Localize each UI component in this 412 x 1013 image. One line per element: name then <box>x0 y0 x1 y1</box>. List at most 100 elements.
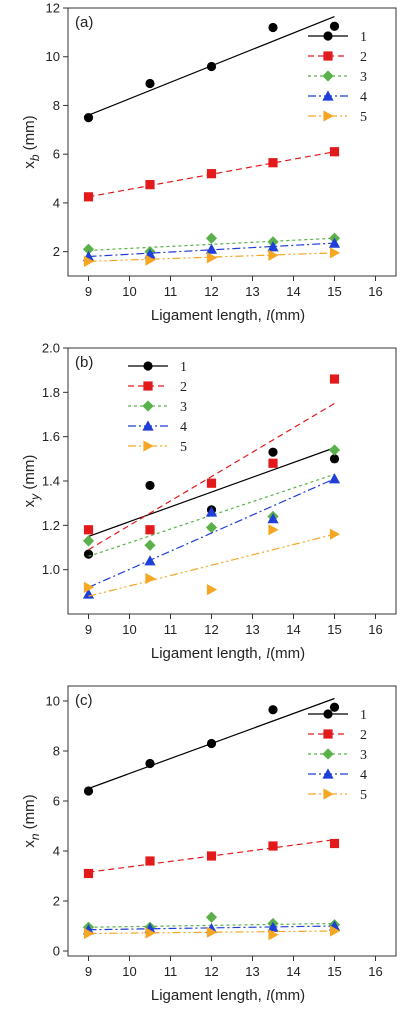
panel-b-series-1-fit-line <box>88 447 335 537</box>
panel-a-series-3-point-0 <box>82 243 95 255</box>
panel-c-series-5-point-3 <box>268 929 279 941</box>
panel-a-series-5-point-0 <box>83 255 95 267</box>
panel-a-ytick-label-1: 4 <box>53 195 60 210</box>
panel-c-series-1-point-4 <box>329 702 340 712</box>
panel-c-series-3-fit-line <box>88 922 335 928</box>
panel-a-series-1-point-3 <box>268 22 278 33</box>
panel-b-ylabel: xy (mm) <box>21 455 42 508</box>
panel-c-legend-label-5: 5 <box>360 788 367 803</box>
panel-c-series-5-point-1 <box>145 927 156 939</box>
panel-b-series-3 <box>82 444 341 557</box>
panel-c-xtick-label-7: 16 <box>368 964 382 979</box>
panel-a-series-2-point-1 <box>145 180 155 190</box>
panel-a-label: (a) <box>75 14 93 31</box>
panel-b-xlabel: Ligament length, l(mm) <box>151 645 305 662</box>
panel-b: 9 10 11 12 13 14 15 161.01.21.41.61.82.0(b)Liga… <box>21 341 397 662</box>
panel-b-series-2-point-3 <box>268 458 278 468</box>
panel-c-series-5 <box>83 925 341 941</box>
panel-c-legend-marker-5 <box>323 788 334 800</box>
panel-c-legend-marker-4 <box>322 768 334 779</box>
panel-c-ylabel: xn (mm) <box>21 794 42 847</box>
panel-a-series-5-point-1 <box>145 254 156 266</box>
panel-b-series-3-point-0 <box>82 535 95 547</box>
panel-a-series-3-fit-line <box>88 237 335 252</box>
panel-a-series-4-point-3 <box>267 241 279 252</box>
panel-a-series-4-point-2 <box>205 243 218 254</box>
panel-b-legend-label-3: 3 <box>180 400 187 415</box>
panel-c-series-5-point-4 <box>329 925 341 937</box>
panel-a-series-2-point-3 <box>268 158 278 168</box>
panel-b-legend-label-1: 1 <box>180 360 187 375</box>
panel-c-ytick-label-3: 6 <box>53 794 60 809</box>
panel-b-ytick-label-5: 2.0 <box>42 341 60 356</box>
panel-b-series-5-point-1 <box>145 572 156 585</box>
panel-b-series-2-point-4 <box>329 374 340 384</box>
panel-c-series-2-point-0 <box>83 868 94 879</box>
panel-a-series-1 <box>83 15 340 123</box>
panel-a-series-5-point-2 <box>206 252 218 264</box>
panel-b-series-4 <box>82 473 341 599</box>
panel-b-legend-marker-5 <box>143 440 154 452</box>
panel-a-xtick-label-6: 15 <box>327 284 341 299</box>
panel-c-series-2 <box>83 838 340 879</box>
panel-c-series-2-point-1 <box>145 856 155 866</box>
panel-c-series-1-point-1 <box>145 758 155 769</box>
panel-b-ytick-label-1: 1.2 <box>42 518 60 533</box>
panel-c-legend-label-1: 1 <box>360 708 367 723</box>
panel-b-xtick-label-6: 15 <box>327 622 341 637</box>
panel-a-ytick-label-2: 6 <box>53 147 60 162</box>
panel-c-xlabel: Ligament length, l(mm) <box>151 987 305 1004</box>
panel-a-series-4-point-4 <box>328 237 341 248</box>
panel-c-series-2-point-4 <box>329 838 340 849</box>
panel-a-series-2 <box>83 147 340 202</box>
panel-a-xtick-label-1: 10 <box>122 284 136 299</box>
panel-a-xtick-label-2: 11 <box>164 284 178 299</box>
panel-c-series-1-point-3 <box>268 705 278 715</box>
panel-b-xtick-label-1: 10 <box>122 622 136 637</box>
panel-a-legend-marker-2 <box>323 51 333 61</box>
panel-a-legend-label-2: 2 <box>360 50 367 65</box>
panel-a-series-5-fit-line <box>88 252 335 262</box>
panel-c-ytick-label-0: 0 <box>53 944 60 959</box>
panel-c-series-5-point-2 <box>206 926 218 938</box>
panel-a-series-1-point-1 <box>145 78 155 89</box>
panel-a-series-2-point-0 <box>83 192 94 202</box>
panel-b-series-3-point-2 <box>205 521 218 534</box>
panel-b-xtick-label-5: 14 <box>286 622 300 637</box>
panel-a-legend-marker-1 <box>323 31 333 41</box>
panel-b-series-2-point-0 <box>83 525 94 535</box>
panel-b-xtick-label-0: 9 <box>85 622 92 637</box>
panel-b-series-5-point-2 <box>206 584 218 596</box>
panel-b-series-1-point-1 <box>145 480 155 491</box>
panel-a-series-1-point-2 <box>206 61 217 72</box>
panel-a-ytick-label-4: 10 <box>46 49 60 64</box>
panel-a-xtick-label-7: 16 <box>368 284 382 299</box>
panel-b-xtick-label-3: 12 <box>204 622 218 637</box>
panel-a-series-5-point-3 <box>268 249 279 261</box>
panel-c-xtick-label-3: 12 <box>204 964 218 979</box>
panel-b-series-3-point-4 <box>328 444 341 456</box>
panel-b-series-5-point-4 <box>329 528 341 540</box>
panel-b-ytick-label-3: 1.6 <box>42 429 60 444</box>
panel-a-ytick-label-0: 2 <box>53 244 60 259</box>
panel-b-xtick-label-7: 16 <box>368 622 382 637</box>
panel-c-legend-label-2: 2 <box>360 728 367 743</box>
panel-b-series-3-fit-line <box>88 473 335 557</box>
panel-b-series-5-point-0 <box>83 581 95 593</box>
panel-b-series-4-point-2 <box>205 506 218 517</box>
panel-b-ytick-label-2: 1.4 <box>42 474 60 489</box>
panel-a-ytick-label-3: 8 <box>53 98 60 113</box>
panel-b-label: (b) <box>75 354 93 371</box>
panel-a-series-5-point-4 <box>329 247 341 259</box>
panel-c-xtick-label-4: 13 <box>245 964 259 979</box>
panel-a-xtick-label-4: 13 <box>245 284 259 299</box>
panel-b-legend-label-5: 5 <box>180 440 187 455</box>
panel-c-label: (c) <box>75 692 93 709</box>
panel-c-series-1-point-2 <box>206 738 217 749</box>
panel-a-xtick-label-0: 9 <box>85 284 92 299</box>
panel-b-legend-label-4: 4 <box>180 420 187 435</box>
panel-a-xtick-label-3: 12 <box>204 284 218 299</box>
panel-a-legend-label-4: 4 <box>360 90 367 105</box>
